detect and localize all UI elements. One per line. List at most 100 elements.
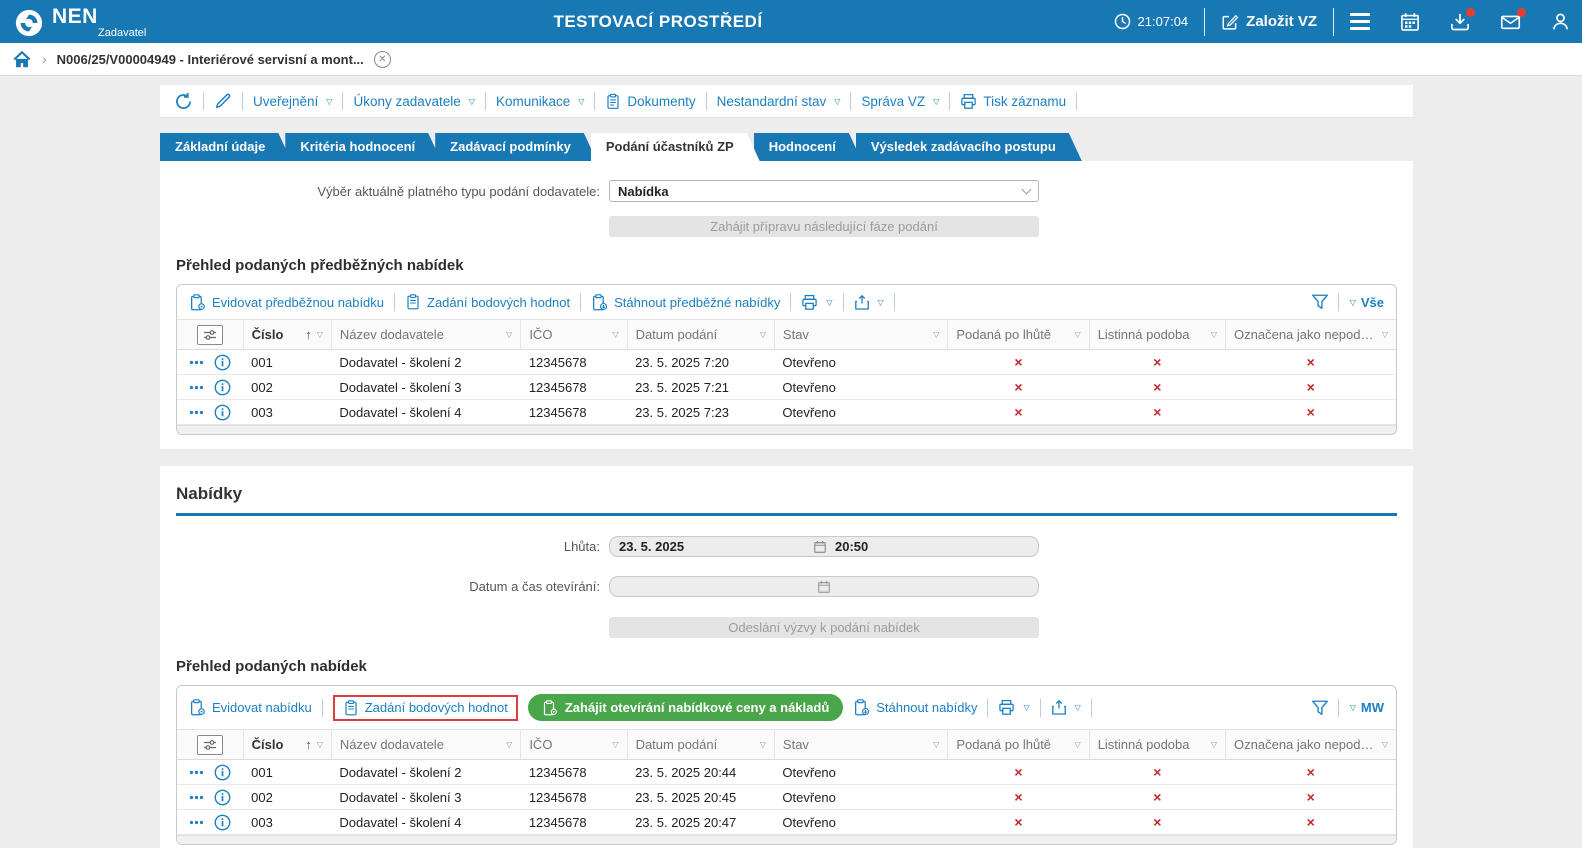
zadani-bodovych-hodnot-button[interactable]: Zadání bodových hodnot xyxy=(405,294,570,310)
row-menu-icon[interactable] xyxy=(189,360,204,365)
history-icon[interactable] xyxy=(174,92,193,111)
filter-funnel-icon[interactable] xyxy=(1311,699,1329,717)
table-row[interactable]: 001 Dodavatel - školení 2 12345678 23. 5… xyxy=(177,760,1396,785)
filter-dropdown-icon[interactable]: ▽ xyxy=(317,330,323,339)
downloads-tray-button[interactable] xyxy=(1450,12,1470,32)
column-header-nepodana[interactable]: Označena jako nepodaná xyxy=(1234,327,1380,342)
menu-komunikace[interactable]: Komunikace▽ xyxy=(496,94,584,109)
evidovat-predbeznou-nabidku-button[interactable]: Evidovat předběžnou nabídku xyxy=(189,294,384,311)
tab-vysledek-zadavaciho-postupu[interactable]: Výsledek zadávacího postupu xyxy=(856,133,1082,161)
column-header-dodavatel[interactable]: Název dodavatele xyxy=(340,327,504,342)
print-menu-button[interactable]: ▽ xyxy=(801,294,832,311)
send-call-for-tenders-button[interactable]: Odeslání výzvy k podání nabídek xyxy=(609,617,1039,638)
column-settings-icon[interactable] xyxy=(197,325,223,345)
info-icon[interactable] xyxy=(214,354,231,371)
oteviranni-datetime-field[interactable] xyxy=(609,576,1039,597)
filter-dropdown-icon[interactable]: ▽ xyxy=(612,330,618,339)
info-icon[interactable] xyxy=(214,814,231,831)
filter-dropdown-icon[interactable]: ▽ xyxy=(760,740,766,749)
export-menu-button[interactable]: ▽ xyxy=(1051,699,1081,716)
user-profile-icon[interactable] xyxy=(1551,12,1570,31)
filter-dropdown-icon[interactable]: ▽ xyxy=(1211,330,1217,339)
filter-dropdown-icon[interactable]: ▽ xyxy=(506,330,512,339)
filter-dropdown-icon[interactable]: ▽ xyxy=(933,740,939,749)
tab-zakladni-udaje[interactable]: Základní údaje xyxy=(160,133,291,161)
zadani-bodovych-hodnot-button[interactable]: Zadání bodových hodnot xyxy=(343,700,508,716)
info-icon[interactable] xyxy=(214,789,231,806)
printer-icon xyxy=(998,699,1015,716)
row-menu-icon[interactable] xyxy=(189,410,204,415)
home-icon[interactable] xyxy=(12,50,32,69)
close-tab-icon[interactable]: ✕ xyxy=(374,51,391,68)
export-menu-button[interactable]: ▽ xyxy=(854,294,884,311)
filter-dropdown-icon[interactable]: ▽ xyxy=(933,330,939,339)
create-vz-button[interactable]: Založit VZ xyxy=(1221,13,1317,31)
column-header-nepodana[interactable]: Označena jako nepodaná xyxy=(1234,737,1380,752)
menu-ukony-zadavatele[interactable]: Úkony zadavatele▽ xyxy=(353,94,474,109)
column-header-ico[interactable]: IČO xyxy=(529,327,610,342)
filter-dropdown-icon[interactable]: ▽ xyxy=(1382,330,1388,339)
filter-dropdown-icon[interactable]: ▽ xyxy=(317,740,323,749)
filter-dropdown-icon[interactable]: ▽ xyxy=(1075,330,1081,339)
row-menu-icon[interactable] xyxy=(189,385,204,390)
tab-kriteria-hodnoceni[interactable]: Kritéria hodnocení xyxy=(285,133,441,161)
column-settings-icon[interactable] xyxy=(197,735,223,755)
print-menu-button[interactable]: ▽ xyxy=(998,699,1029,716)
filter-dropdown-icon[interactable]: ▽ xyxy=(760,330,766,339)
calendar-icon[interactable] xyxy=(1400,12,1420,32)
filter-dropdown-icon[interactable]: ▽ xyxy=(1211,740,1217,749)
column-header-stav[interactable]: Stav xyxy=(783,737,931,752)
submission-type-select[interactable]: Nabídka xyxy=(609,180,1039,202)
nen-logo[interactable]: NEN Zadavatel xyxy=(14,5,146,39)
column-header-po-lhute[interactable]: Podaná po lhůtě xyxy=(956,327,1072,342)
menu-dokumenty[interactable]: Dokumenty xyxy=(605,93,695,110)
row-menu-icon[interactable] xyxy=(189,795,204,800)
column-header-dodavatel[interactable]: Název dodavatele xyxy=(340,737,504,752)
view-scope-selector[interactable]: ▽ Vše xyxy=(1348,295,1384,310)
menu-uverejneni[interactable]: Uveřejnění▽ xyxy=(253,94,332,109)
start-next-phase-button[interactable]: Zahájit přípravu následující fáze podání xyxy=(609,216,1039,237)
stahnout-predbezne-nabidky-button[interactable]: Stáhnout předběžné nabídky xyxy=(591,294,780,311)
filter-dropdown-icon[interactable]: ▽ xyxy=(612,740,618,749)
column-header-datum[interactable]: Datum podání xyxy=(636,737,758,752)
edit-pencil-icon[interactable] xyxy=(214,92,232,110)
column-header-listinna[interactable]: Listinná podoba xyxy=(1098,327,1209,342)
breadcrumb-item[interactable]: N006/25/V00004949 - Interiérové servisní… xyxy=(57,52,364,67)
info-icon[interactable] xyxy=(214,764,231,781)
table-row[interactable]: 003 Dodavatel - školení 4 12345678 23. 5… xyxy=(177,400,1396,425)
evidovat-nabidku-button[interactable]: Evidovat nabídku xyxy=(189,699,312,716)
tab-hodnoceni[interactable]: Hodnocení xyxy=(754,133,862,161)
row-menu-icon[interactable] xyxy=(189,820,204,825)
menu-nestandardni-stav[interactable]: Nestandardní stav▽ xyxy=(717,94,841,109)
tab-zadavaci-podminky[interactable]: Zadávací podmínky xyxy=(435,133,597,161)
cell-dodavatel: Dodavatel - školení 3 xyxy=(331,785,520,810)
column-header-ico[interactable]: IČO xyxy=(529,737,610,752)
column-header-po-lhute[interactable]: Podaná po lhůtě xyxy=(956,737,1072,752)
filter-funnel-icon[interactable] xyxy=(1311,293,1329,311)
filter-dropdown-icon[interactable]: ▽ xyxy=(1382,740,1388,749)
info-icon[interactable] xyxy=(214,379,231,396)
view-scope-selector[interactable]: ▽ MW xyxy=(1348,700,1384,715)
table-row[interactable]: 003 Dodavatel - školení 4 12345678 23. 5… xyxy=(177,810,1396,835)
column-header-cislo[interactable]: Číslo xyxy=(252,327,303,342)
cell-stav: Otevřeno xyxy=(774,760,947,785)
stahnout-nabidky-button[interactable]: Stáhnout nabídky xyxy=(853,699,977,716)
messages-button[interactable] xyxy=(1500,12,1521,32)
column-header-stav[interactable]: Stav xyxy=(783,327,931,342)
row-menu-icon[interactable] xyxy=(189,770,204,775)
tab-podani-ucastniku-zp[interactable]: Podání účastníků ZP xyxy=(591,133,760,161)
table-row[interactable]: 002 Dodavatel - školení 3 12345678 23. 5… xyxy=(177,375,1396,400)
menu-hamburger-icon[interactable] xyxy=(1350,13,1370,30)
column-header-datum[interactable]: Datum podání xyxy=(636,327,758,342)
lhuta-datetime-field[interactable]: 23. 5. 2025 20:50 xyxy=(609,536,1039,557)
filter-dropdown-icon[interactable]: ▽ xyxy=(1075,740,1081,749)
column-header-cislo[interactable]: Číslo xyxy=(252,737,303,752)
table-row[interactable]: 001 Dodavatel - školení 2 12345678 23. 5… xyxy=(177,350,1396,375)
menu-tisk-zaznamu[interactable]: Tisk záznamu xyxy=(960,93,1066,110)
info-icon[interactable] xyxy=(214,404,231,421)
table-row[interactable]: 002 Dodavatel - školení 3 12345678 23. 5… xyxy=(177,785,1396,810)
zahajit-oteviranni-button[interactable]: Zahájit otevírání nabídkové ceny a nákla… xyxy=(528,694,843,721)
menu-sprava-vz[interactable]: Správa VZ▽ xyxy=(861,94,939,109)
column-header-listinna[interactable]: Listinná podoba xyxy=(1098,737,1209,752)
filter-dropdown-icon[interactable]: ▽ xyxy=(506,740,512,749)
